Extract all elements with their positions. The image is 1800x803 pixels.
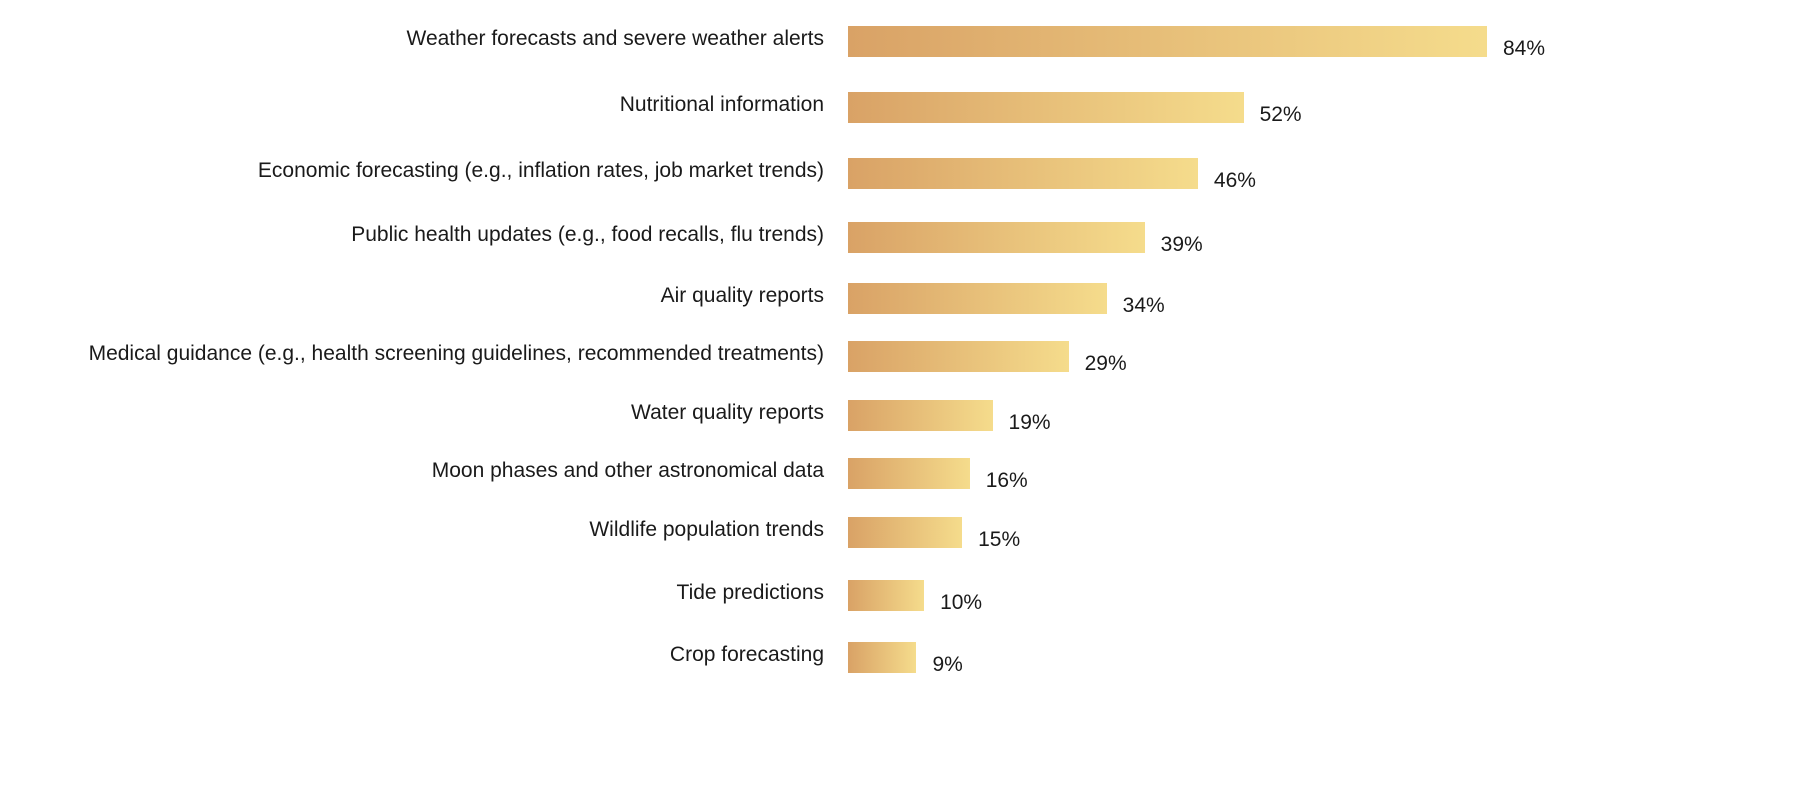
value-label: 16%	[985, 469, 1028, 492]
category-label: Air quality reports	[660, 284, 824, 307]
bar	[848, 26, 1487, 57]
bar	[848, 341, 1069, 372]
value-label: 39%	[1160, 233, 1203, 256]
category-label: Tide predictions	[676, 581, 824, 604]
bar	[848, 283, 1107, 314]
category-label: Medical guidance (e.g., health screening…	[88, 342, 824, 365]
category-label: Economic forecasting (e.g., inflation ra…	[257, 159, 824, 182]
bar	[848, 517, 963, 548]
bar	[848, 222, 1145, 253]
bar	[848, 580, 925, 611]
category-label: Public health updates (e.g., food recall…	[351, 223, 824, 246]
bar	[848, 158, 1198, 189]
category-label: Crop forecasting	[669, 643, 824, 666]
bar	[848, 642, 917, 673]
category-label: Nutritional information	[619, 93, 824, 116]
category-label: Weather forecasts and severe weather ale…	[406, 27, 825, 50]
value-label: 19%	[1008, 411, 1051, 434]
category-label: Wildlife population trends	[589, 518, 824, 541]
category-label: Water quality reports	[631, 401, 824, 424]
value-label: 9%	[932, 653, 963, 676]
value-label: 84%	[1503, 37, 1546, 60]
value-label: 52%	[1259, 103, 1302, 126]
value-label: 10%	[940, 591, 983, 614]
value-label: 29%	[1084, 352, 1127, 375]
bar	[848, 400, 993, 431]
bar	[848, 458, 970, 489]
value-label: 15%	[978, 528, 1021, 551]
bar	[848, 92, 1244, 123]
category-label: Moon phases and other astronomical data	[431, 459, 824, 482]
value-label: 46%	[1213, 169, 1256, 192]
value-label: 34%	[1122, 294, 1165, 317]
